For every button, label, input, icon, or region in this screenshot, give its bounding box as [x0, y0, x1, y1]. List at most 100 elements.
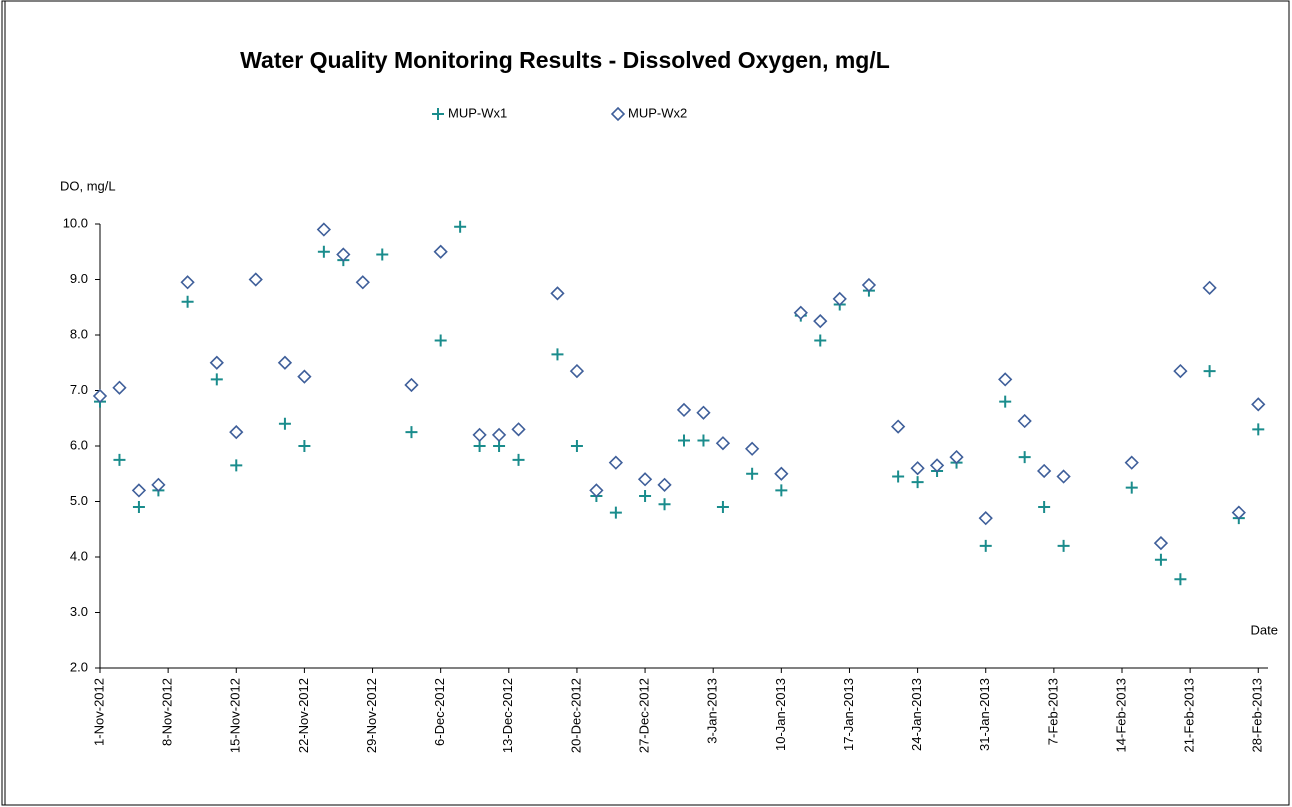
data-point — [131, 483, 147, 498]
data-point — [696, 405, 711, 420]
data-point — [278, 417, 291, 430]
data-point — [910, 461, 925, 476]
data-point — [774, 466, 789, 481]
data-point — [589, 483, 604, 498]
data-point — [658, 498, 671, 511]
data-point — [491, 427, 507, 443]
x-tick-label: 6-Dec-2012 — [432, 678, 447, 746]
data-point — [113, 453, 126, 466]
y-tick-label: 10.0 — [63, 215, 88, 230]
data-point — [151, 477, 166, 492]
x-axis-label: Date — [1251, 622, 1278, 637]
data-point — [434, 334, 447, 347]
data-point — [229, 424, 244, 440]
data-point — [1174, 573, 1187, 586]
y-tick-label: 9.0 — [70, 271, 88, 286]
y-tick-label: 3.0 — [70, 604, 88, 619]
data-point — [472, 427, 487, 443]
data-point — [979, 539, 992, 552]
y-tick-label: 4.0 — [70, 548, 88, 563]
x-tick-label: 8-Nov-2012 — [160, 678, 175, 746]
x-tick-label: 7-Feb-2013 — [1045, 678, 1060, 745]
y-tick-label: 5.0 — [70, 493, 88, 508]
x-tick-label: 28-Feb-2013 — [1250, 678, 1265, 752]
x-tick-label: 17-Jan-2013 — [841, 678, 856, 751]
data-point — [336, 247, 351, 262]
data-point — [929, 458, 945, 473]
x-tick-label: 21-Feb-2013 — [1182, 678, 1197, 752]
data-point — [209, 355, 224, 370]
data-point — [317, 245, 330, 258]
x-tick-label: 3-Jan-2013 — [705, 678, 720, 744]
data-point — [570, 440, 583, 452]
x-tick-label: 13-Dec-2012 — [500, 678, 515, 753]
data-point — [608, 455, 623, 470]
data-point — [1036, 463, 1052, 479]
data-point — [775, 484, 788, 497]
data-point — [569, 363, 585, 379]
data-point — [92, 388, 108, 404]
data-point — [1038, 501, 1051, 514]
data-point — [277, 355, 293, 370]
x-tick-label: 29-Nov-2012 — [364, 678, 379, 753]
data-point — [404, 377, 419, 393]
data-point — [551, 348, 564, 361]
data-point — [112, 380, 127, 395]
chart-title: Water Quality Monitoring Results - Disso… — [240, 47, 890, 73]
data-point — [999, 395, 1012, 408]
data-point — [355, 275, 370, 290]
data-point — [298, 440, 311, 452]
data-point — [861, 277, 877, 293]
data-point — [512, 453, 525, 466]
data-point — [297, 369, 312, 384]
data-point — [949, 449, 964, 465]
data-point — [978, 511, 993, 526]
data-point — [550, 286, 565, 301]
data-point — [316, 222, 331, 237]
data-point — [1203, 365, 1216, 378]
data-point — [998, 372, 1013, 387]
legend-label: MUP-Wx1 — [448, 105, 507, 120]
data-point — [715, 436, 731, 451]
data-point — [832, 291, 847, 307]
data-point — [814, 334, 827, 347]
x-tick-label: 24-Jan-2013 — [909, 678, 924, 751]
data-point — [132, 501, 145, 514]
data-point — [180, 275, 195, 290]
data-point — [511, 422, 526, 437]
legend-marker — [432, 108, 444, 120]
data-point — [1231, 505, 1246, 520]
data-point — [1202, 280, 1217, 295]
x-tick-label: 1-Nov-2012 — [91, 678, 106, 746]
data-point — [1251, 397, 1266, 412]
data-point — [746, 467, 759, 480]
x-tick-label: 20-Dec-2012 — [568, 678, 583, 753]
data-point — [210, 373, 223, 386]
data-point — [1153, 535, 1169, 551]
data-point — [376, 248, 389, 261]
data-point — [639, 489, 652, 502]
data-point — [676, 402, 692, 418]
legend-label: MUP-Wx2 — [628, 105, 687, 120]
x-tick-label: 27-Dec-2012 — [637, 678, 652, 753]
y-axis-label: DO, mg/L — [60, 178, 116, 193]
data-point — [1124, 455, 1139, 470]
data-point — [1017, 413, 1032, 429]
x-tick-label: 10-Jan-2013 — [773, 678, 788, 751]
legend-marker — [610, 106, 626, 122]
data-point — [1252, 423, 1265, 436]
data-point — [745, 441, 760, 456]
data-point — [454, 220, 467, 233]
data-point — [793, 305, 808, 320]
data-point — [657, 477, 672, 492]
data-point — [892, 470, 905, 483]
x-tick-label: 31-Jan-2013 — [977, 678, 992, 751]
data-point — [230, 459, 243, 472]
y-tick-label: 8.0 — [70, 326, 88, 341]
data-point — [1018, 451, 1031, 464]
data-point — [248, 272, 263, 287]
data-point — [678, 434, 690, 447]
y-tick-label: 6.0 — [70, 437, 88, 452]
